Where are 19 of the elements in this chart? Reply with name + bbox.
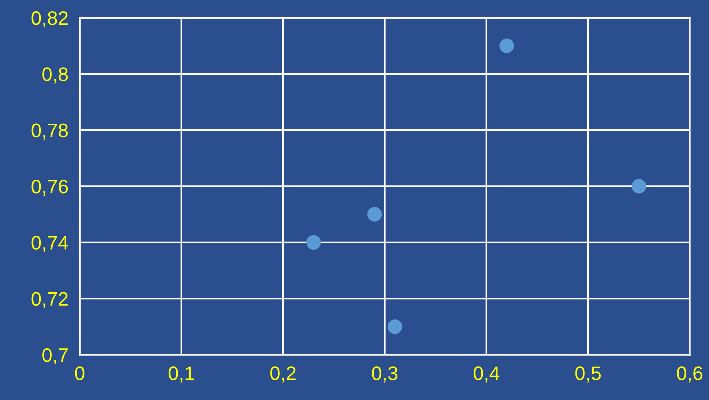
x-tick-label: 0,4 [474, 366, 500, 383]
y-tick-label: 0,78 [32, 124, 68, 140]
y-tick-label: 0,76 [32, 180, 68, 196]
x-tick-label: 0,1 [168, 366, 194, 383]
y-tick-label: 0,8 [42, 68, 68, 84]
x-tick-label: 0 [75, 366, 85, 380]
x-tick-label: 0,3 [372, 366, 398, 383]
y-tick-label: 0,74 [32, 236, 68, 252]
point [306, 235, 322, 250]
x-tick-label: 0,6 [677, 366, 703, 383]
point [368, 207, 382, 222]
point [388, 320, 402, 334]
y-tick-label: 0,82 [32, 11, 68, 28]
y-tick-label: 0,72 [32, 292, 68, 308]
y-tick-label: 0,7 [42, 348, 68, 365]
x-tick-label: 0,5 [576, 366, 602, 383]
x-tick-label: 0,2 [270, 366, 296, 383]
point [500, 38, 514, 54]
point [632, 179, 646, 194]
